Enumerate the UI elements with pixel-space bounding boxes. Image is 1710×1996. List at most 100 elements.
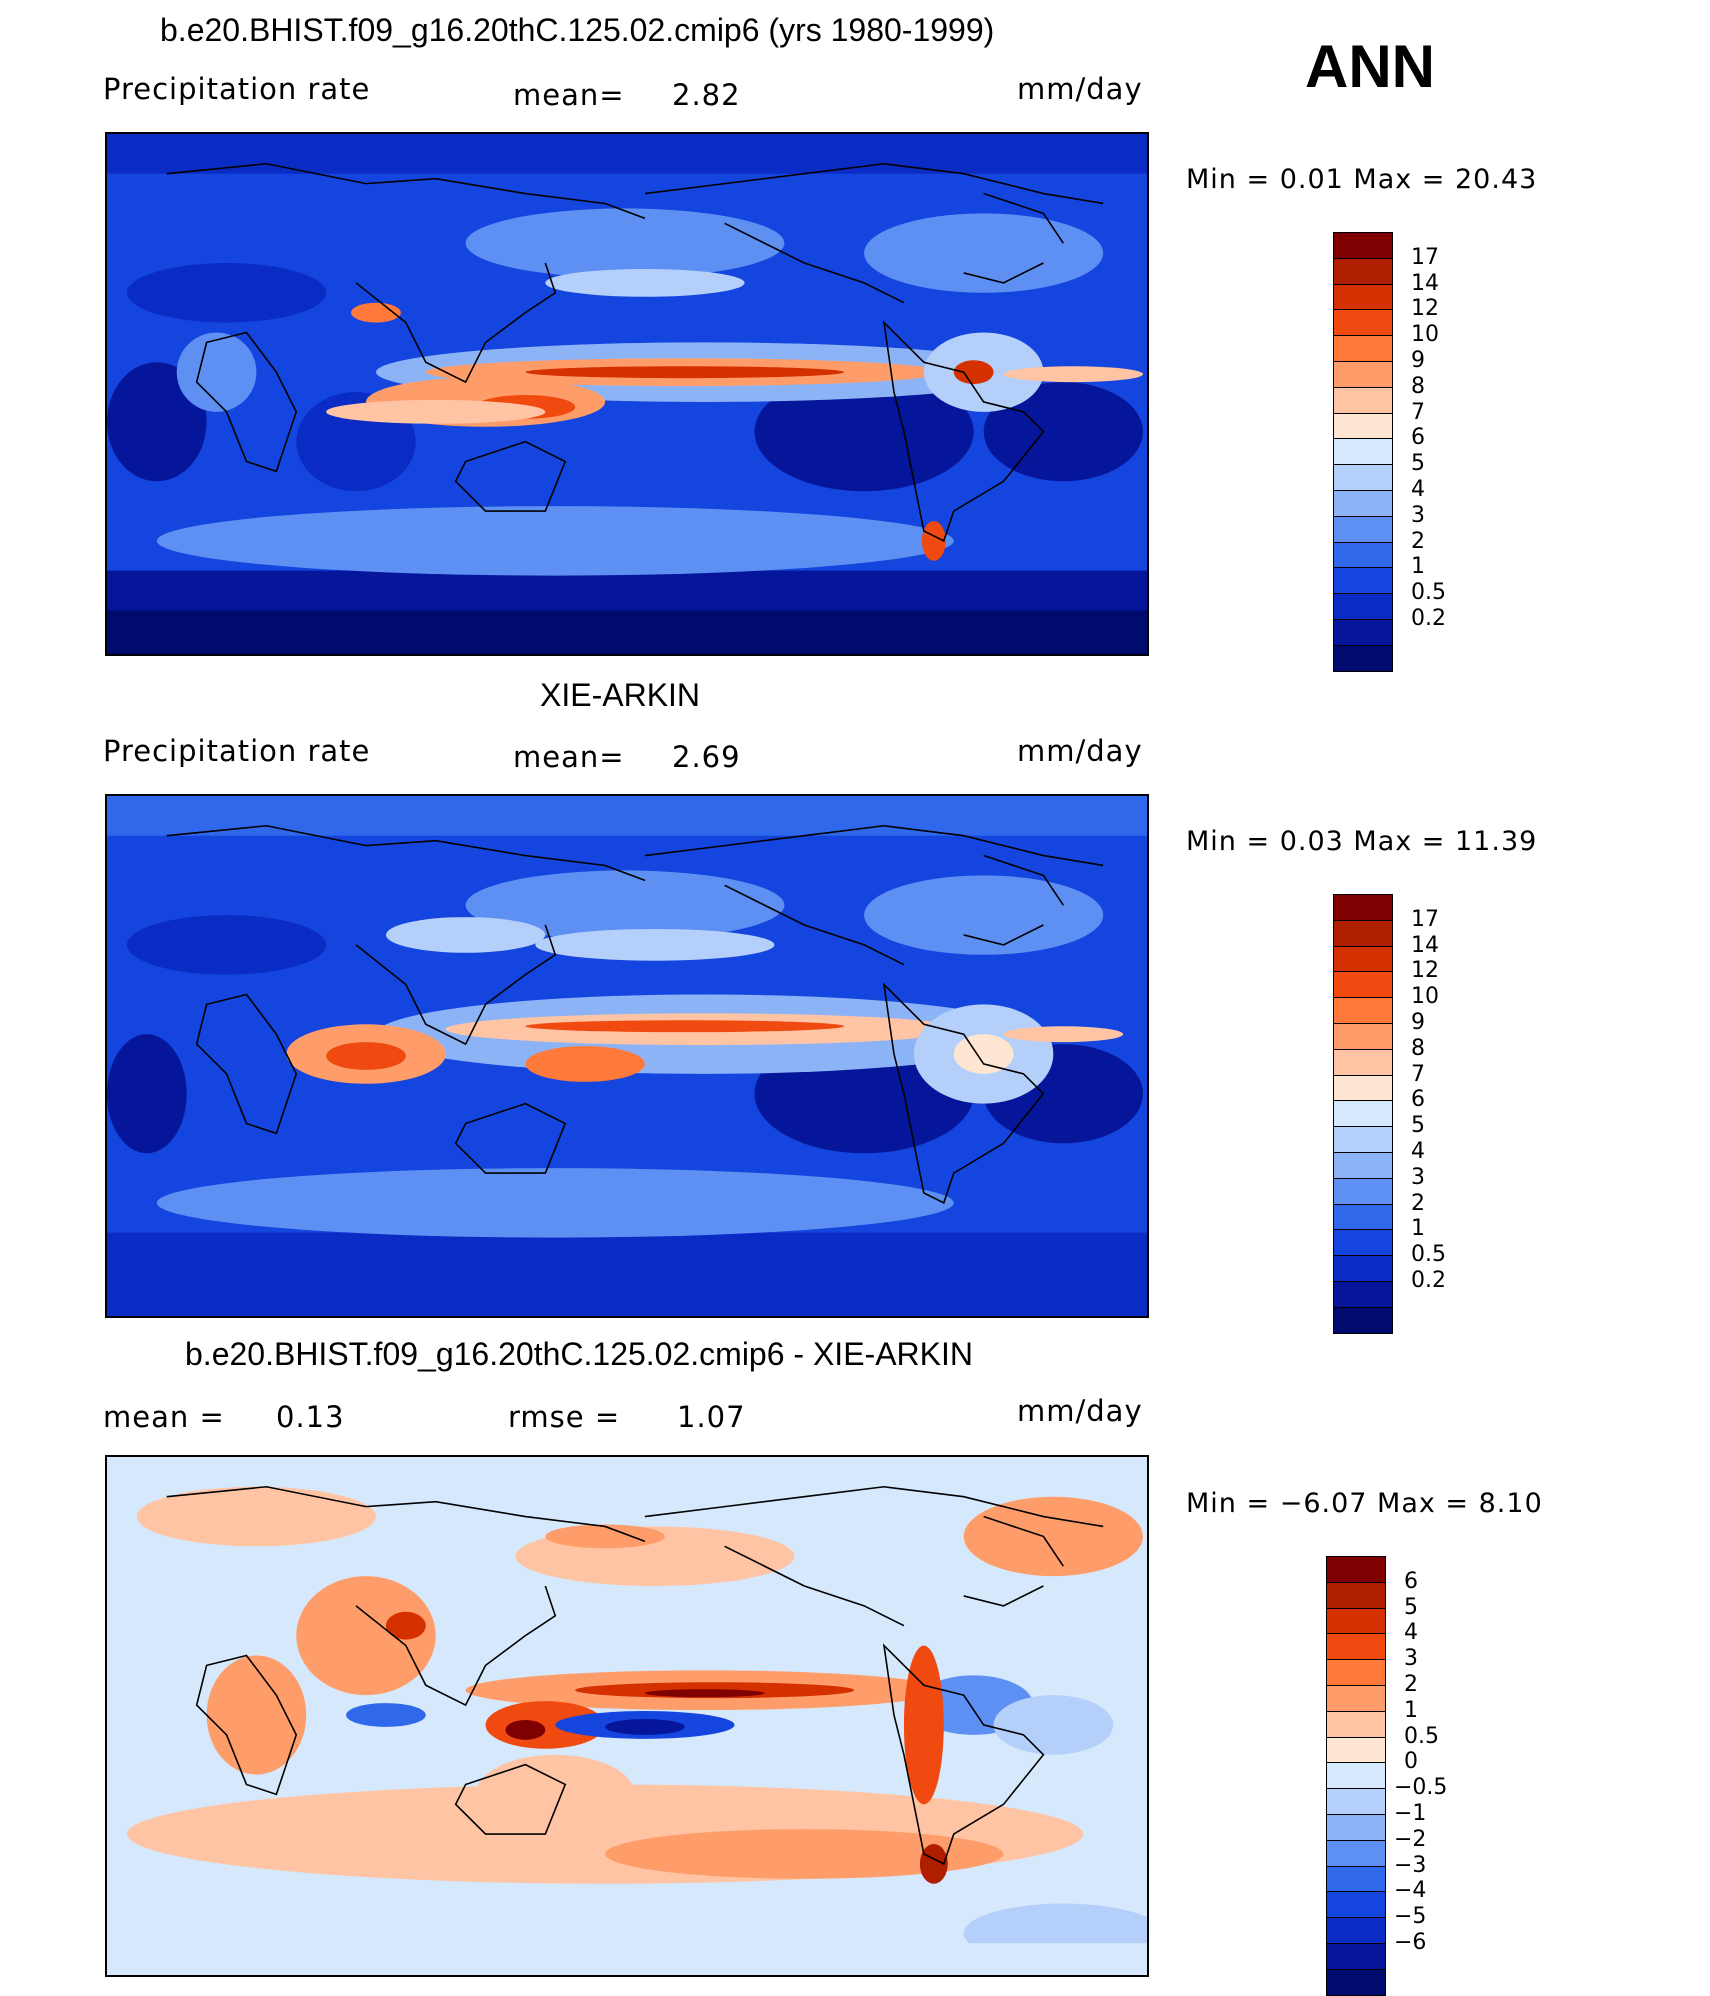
colorbar-swatch xyxy=(1333,232,1393,259)
colorbar-swatch xyxy=(1333,464,1393,491)
colorbar-swatch xyxy=(1326,1917,1386,1944)
panel3-min-max: Min = −6.07 Max = 8.10 xyxy=(1186,1488,1543,1519)
colorbar-tick-label: 7 xyxy=(1411,1061,1425,1087)
colorbar-tick-label: 0.5 xyxy=(1411,580,1446,606)
colorbar-swatch xyxy=(1333,894,1393,921)
colorbar-tick-label: 0.5 xyxy=(1411,1242,1446,1268)
colorbar-swatch xyxy=(1333,971,1393,999)
colorbar-tick-label: 0.2 xyxy=(1411,606,1446,631)
colorbar-tick-label: 1 xyxy=(1411,1216,1425,1242)
colorbar-tick-label: 17 xyxy=(1411,244,1439,270)
colorbar-tick-label: 4 xyxy=(1404,1620,1418,1646)
colorbar-swatch xyxy=(1326,1685,1386,1712)
colorbar-tick-label: 2 xyxy=(1411,1190,1425,1216)
colorbar-tick-label: 8 xyxy=(1411,1035,1425,1061)
colorbar-swatch xyxy=(1326,1710,1386,1738)
colorbar-swatch xyxy=(1333,412,1393,440)
panel3-units: mm/day xyxy=(1017,1394,1143,1428)
panel1-mean-label: mean= xyxy=(513,78,625,112)
colorbar-swatch xyxy=(1333,1152,1393,1179)
panel2-variable-label: Precipitation rate xyxy=(103,734,371,768)
colorbar-tick-label: 8 xyxy=(1411,373,1425,399)
colorbar-swatch xyxy=(1326,1607,1386,1635)
colorbar-swatch xyxy=(1333,335,1393,362)
colorbar-swatch xyxy=(1333,1074,1393,1102)
colorbar-tick-label: −6 xyxy=(1394,1930,1427,1955)
colorbar-swatch xyxy=(1333,593,1393,620)
colorbar-tick-label: 3 xyxy=(1411,502,1425,528)
colorbar-tick-label: 1 xyxy=(1404,1697,1418,1723)
colorbar-swatch xyxy=(1333,919,1393,947)
colorbar-swatch xyxy=(1326,1865,1386,1893)
panel2-mean-value: 2.69 xyxy=(672,740,741,774)
colorbar-tick-label: 3 xyxy=(1411,1164,1425,1190)
panel1-variable-label: Precipitation rate xyxy=(103,72,371,106)
colorbar-swatch xyxy=(1333,283,1393,311)
colorbar-swatch xyxy=(1333,1100,1393,1128)
colorbar-tick-label: 14 xyxy=(1411,270,1439,296)
colorbar-tick-label: 12 xyxy=(1411,958,1439,984)
panel1-precip-map xyxy=(105,132,1149,656)
colorbar-swatch xyxy=(1333,257,1393,285)
panel2-precip-map xyxy=(105,794,1149,1318)
colorbar-swatch xyxy=(1333,1306,1393,1334)
panel2-units: mm/day xyxy=(1017,734,1143,768)
colorbar-tick-label: 6 xyxy=(1404,1568,1418,1594)
panel2-min-max: Min = 0.03 Max = 11.39 xyxy=(1186,826,1538,857)
colorbar-tick-label: 0.5 xyxy=(1404,1723,1439,1749)
colorbar-swatch xyxy=(1326,1968,1386,1996)
panel3-rmse-label: rmse = xyxy=(508,1400,621,1434)
colorbar-tick-label: 14 xyxy=(1411,932,1439,958)
colorbar-swatch xyxy=(1333,438,1393,466)
colorbar-tick-label: 0 xyxy=(1404,1749,1418,1775)
panel1-mean-value: 2.82 xyxy=(672,78,741,112)
colorbar-swatch xyxy=(1333,386,1393,414)
panel3-title: b.e20.BHIST.f09_g16.20thC.125.02.cmip6 -… xyxy=(185,1336,973,1372)
panel2-mean-label: mean= xyxy=(513,740,625,774)
colorbar-tick-label: 6 xyxy=(1411,1087,1425,1113)
colorbar-swatch xyxy=(1326,1788,1386,1815)
colorbar-swatch xyxy=(1326,1633,1386,1661)
season-label: ANN xyxy=(1305,33,1435,100)
colorbar-tick-label: 10 xyxy=(1411,322,1439,348)
colorbar-swatch xyxy=(1333,644,1393,672)
colorbar-tick-label: −1 xyxy=(1394,1801,1427,1826)
colorbar-tick-label: 7 xyxy=(1411,399,1425,425)
colorbar-tick-label: 4 xyxy=(1411,477,1425,502)
colorbar-tick-label: 2 xyxy=(1411,528,1425,554)
colorbar-tick-label: 1 xyxy=(1411,554,1425,580)
colorbar-swatch xyxy=(1326,1762,1386,1790)
colorbar-swatch xyxy=(1326,1891,1386,1919)
colorbar-tick-label: 12 xyxy=(1411,296,1439,322)
panel1-units: mm/day xyxy=(1017,72,1143,106)
colorbar-swatch xyxy=(1333,1177,1393,1205)
colorbar-tick-label: 6 xyxy=(1411,425,1425,451)
colorbar-tick-label: 4 xyxy=(1411,1139,1425,1164)
colorbar-tick-label: 5 xyxy=(1404,1594,1418,1620)
colorbar-swatch xyxy=(1333,1229,1393,1257)
colorbar-swatch xyxy=(1333,1048,1393,1076)
colorbar-swatch xyxy=(1333,1281,1393,1308)
colorbar-swatch xyxy=(1333,515,1393,543)
colorbar-swatch xyxy=(1333,1023,1393,1050)
colorbar-tick-label: −5 xyxy=(1394,1904,1427,1930)
panel2-title: XIE-ARKIN xyxy=(540,677,701,713)
colorbar-swatch xyxy=(1333,945,1393,973)
colorbar-tick-label: −3 xyxy=(1394,1852,1427,1878)
panel3-mean-value: 0.13 xyxy=(276,1400,345,1434)
colorbar-swatch xyxy=(1326,1943,1386,1970)
panel1-min-max: Min = 0.01 Max = 20.43 xyxy=(1186,164,1538,195)
colorbar-swatch xyxy=(1333,361,1393,388)
colorbar-swatch xyxy=(1333,1255,1393,1282)
colorbar-tick-label: 2 xyxy=(1404,1672,1418,1697)
colorbar-swatch xyxy=(1333,1203,1393,1231)
panel3-difference-map xyxy=(105,1455,1149,1977)
colorbar-swatch xyxy=(1326,1556,1386,1583)
colorbar-tick-label: 5 xyxy=(1411,1113,1425,1139)
colorbar-swatch xyxy=(1326,1659,1386,1686)
colorbar-swatch xyxy=(1326,1581,1386,1609)
colorbar-swatch xyxy=(1333,997,1393,1024)
colorbar-swatch xyxy=(1333,1126,1393,1153)
panel3-rmse-value: 1.07 xyxy=(677,1400,746,1434)
colorbar-swatch xyxy=(1333,490,1393,517)
